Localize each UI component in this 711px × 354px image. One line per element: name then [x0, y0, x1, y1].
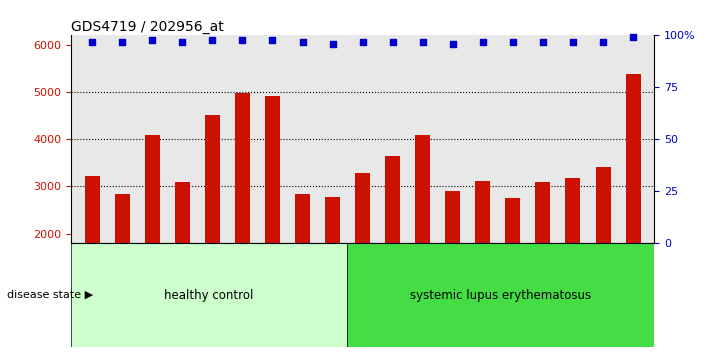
Text: GDS4719 / 202956_at: GDS4719 / 202956_at: [71, 21, 224, 34]
Bar: [85, 176, 100, 328]
Point: [267, 37, 278, 42]
Point: [146, 37, 158, 42]
Point: [117, 39, 128, 45]
Point: [538, 39, 549, 45]
Bar: [295, 194, 310, 328]
Point: [87, 39, 98, 45]
Bar: [265, 96, 280, 328]
Bar: [347, 243, 654, 347]
Bar: [385, 156, 400, 328]
Point: [477, 39, 488, 45]
Bar: [205, 115, 220, 328]
Bar: [415, 135, 430, 328]
Bar: [355, 173, 370, 328]
Bar: [114, 194, 129, 328]
Point: [207, 37, 218, 42]
Point: [387, 39, 398, 45]
Point: [176, 39, 188, 45]
Point: [357, 39, 368, 45]
Bar: [476, 181, 491, 328]
Point: [627, 35, 638, 40]
Point: [507, 39, 518, 45]
Point: [296, 39, 308, 45]
Point: [327, 41, 338, 46]
Point: [447, 41, 459, 46]
Bar: [71, 243, 347, 347]
Bar: [325, 197, 340, 328]
Point: [567, 39, 579, 45]
Bar: [175, 182, 190, 328]
Text: systemic lupus erythematosus: systemic lupus erythematosus: [410, 289, 592, 302]
Bar: [506, 198, 520, 328]
Point: [417, 39, 429, 45]
Bar: [626, 74, 641, 328]
Point: [597, 39, 609, 45]
Bar: [445, 191, 460, 328]
Bar: [235, 93, 250, 328]
Bar: [145, 135, 160, 328]
Text: disease state ▶: disease state ▶: [7, 290, 93, 300]
Bar: [565, 178, 580, 328]
Bar: [535, 182, 550, 328]
Text: healthy control: healthy control: [164, 289, 254, 302]
Point: [237, 37, 248, 42]
Bar: [596, 167, 611, 328]
